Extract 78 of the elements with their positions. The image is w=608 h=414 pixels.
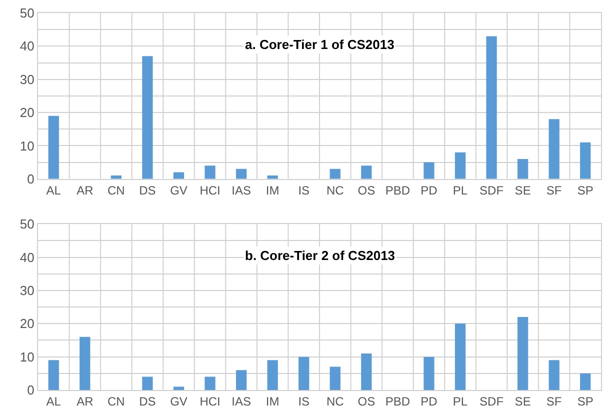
bar: [48, 360, 59, 390]
y-tick-label: 20: [20, 316, 34, 332]
y-tick-label: 30: [20, 72, 34, 87]
bar: [454, 324, 466, 390]
x-tick-label: PL: [452, 183, 468, 198]
x-tick-label: AL: [46, 183, 62, 198]
bar: [548, 360, 560, 390]
x-tick-label: IAS: [232, 183, 251, 198]
bar: [580, 373, 591, 390]
bar: [204, 376, 216, 390]
x-tick-label: DS: [139, 394, 156, 408]
x-tick-label: HCI: [200, 183, 220, 198]
x-tick-label: NC: [326, 183, 344, 198]
x-tick-label: OS: [358, 394, 376, 408]
x-tick-label: GV: [170, 183, 188, 198]
bar: [142, 376, 153, 390]
x-tick-label: SDF: [480, 183, 504, 198]
x-tick-label: CN: [108, 183, 125, 198]
text: a. Core-Tier 1 of CS2013: [245, 37, 394, 52]
bar: [548, 119, 560, 179]
text: b. Core-Tier 2 of CS2013: [245, 248, 396, 263]
bar: [517, 317, 528, 390]
y-tick-label: 30: [20, 283, 34, 298]
bar: [236, 370, 247, 390]
y-tick-label: 10: [20, 138, 34, 154]
x-tick-label: IS: [298, 183, 310, 198]
x-tick-label: SP: [577, 183, 594, 198]
y-tick-label: 50: [20, 216, 34, 232]
bar: [330, 168, 340, 179]
bar: [142, 56, 153, 179]
x-tick-label: GV: [170, 394, 188, 408]
x-tick-label: SF: [546, 183, 562, 198]
bar: [173, 172, 184, 179]
x-tick-label: IM: [266, 183, 280, 198]
x-tick-label: SDF: [480, 394, 504, 408]
bar: [267, 360, 278, 390]
x-tick-label: OS: [358, 183, 376, 198]
bar: [173, 386, 184, 390]
x-tick-label: PD: [420, 394, 438, 408]
x-tick-label: IS: [298, 394, 310, 408]
x-tick-label: PBD: [385, 183, 410, 198]
bar: [330, 366, 340, 390]
x-tick-label: SE: [514, 394, 531, 408]
x-tick-label: PD: [420, 183, 438, 198]
y-tick-label: 10: [20, 349, 34, 364]
bar: [454, 152, 466, 179]
x-tick-label: AL: [46, 394, 62, 408]
y-tick-label: 0: [27, 171, 34, 186]
y-tick-label: 40: [20, 250, 34, 265]
bar: [424, 356, 434, 390]
bar: [48, 116, 59, 179]
x-tick-label: PL: [452, 394, 468, 408]
x-tick-label: CN: [108, 394, 125, 408]
x-tick-label: IAS: [232, 394, 251, 408]
x-tick-label: SE: [514, 183, 531, 198]
bar: [517, 158, 528, 179]
y-tick-label: 0: [27, 382, 34, 398]
x-tick-label: HCI: [200, 394, 220, 408]
bar: [298, 356, 310, 390]
bar: [361, 354, 372, 390]
bar: [204, 166, 216, 179]
bar: [580, 142, 591, 179]
x-tick-label: AR: [76, 183, 94, 198]
bar: [486, 36, 497, 179]
x-tick-label: SP: [577, 394, 594, 408]
bar: [424, 162, 434, 179]
x-tick-label: DS: [139, 183, 156, 198]
x-tick-label: IM: [266, 394, 280, 408]
bar: [361, 166, 372, 179]
bar: [236, 168, 247, 179]
x-tick-label: AR: [76, 394, 94, 408]
x-tick-label: SF: [546, 394, 562, 408]
y-tick-label: 20: [20, 105, 34, 120]
x-tick-label: NC: [326, 394, 344, 408]
y-tick-label: 50: [20, 6, 34, 21]
y-tick-label: 40: [20, 38, 34, 54]
bar: [80, 336, 90, 390]
x-tick-label: PBD: [385, 394, 410, 408]
